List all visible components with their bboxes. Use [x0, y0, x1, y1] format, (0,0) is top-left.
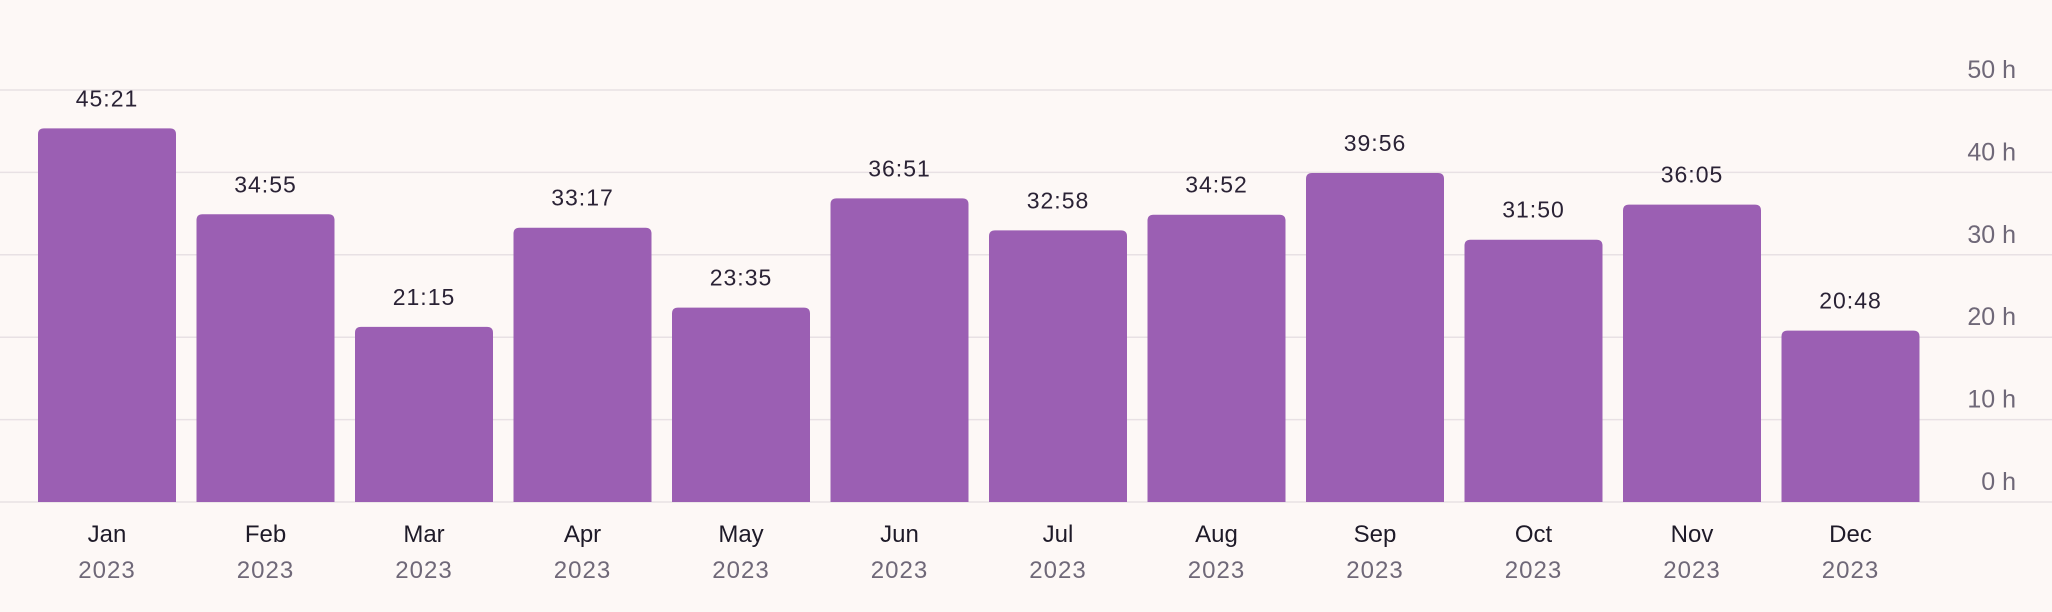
data-label: 31:50: [1502, 197, 1565, 223]
x-category-label: Apr: [564, 521, 601, 548]
bar-jan[interactable]: [38, 128, 176, 503]
y-tick-label: 10 h: [1967, 386, 2016, 414]
x-year-label: 2023: [1029, 557, 1086, 584]
x-year-label: 2023: [1346, 557, 1403, 584]
x-category-label: Aug: [1195, 521, 1238, 548]
x-category-label: Jan: [88, 521, 127, 548]
bar-may[interactable]: [672, 307, 810, 502]
data-label: 36:05: [1661, 162, 1724, 188]
y-tick-label: 50 h: [1967, 56, 2016, 84]
y-axis-ticks: 0 h 10 h 20 h 30 h 40 h 50 h: [1967, 56, 2016, 496]
x-category-label: Nov: [1671, 521, 1714, 548]
data-label: 39:56: [1344, 130, 1407, 156]
x-year-label: 2023: [554, 557, 611, 584]
x-year-label: 2023: [712, 557, 769, 584]
data-label: 32:58: [1027, 187, 1090, 213]
x-year-label: 2023: [237, 557, 294, 584]
data-label: 23:35: [710, 265, 773, 291]
x-category-label: Sep: [1354, 521, 1397, 548]
x-year-label: 2023: [1822, 557, 1879, 584]
data-label: 36:51: [868, 155, 931, 181]
x-category-label: Jul: [1043, 521, 1074, 548]
bar-oct[interactable]: [1464, 239, 1603, 502]
bar-jul[interactable]: [989, 230, 1127, 503]
y-tick-label: 40 h: [1967, 138, 2016, 166]
bar-feb[interactable]: [196, 214, 335, 503]
x-year-label: 2023: [1663, 557, 1720, 584]
x-year-label: 2023: [78, 557, 135, 584]
x-category-label: Dec: [1829, 521, 1872, 548]
bars: [38, 128, 1920, 503]
data-label: 20:48: [1819, 288, 1882, 314]
bar-apr[interactable]: [513, 227, 652, 502]
labels: 45:21 Jan 2023 34:55 Feb 2023 21:15 Mar 2023 33:1…: [76, 85, 1882, 584]
bar-sep[interactable]: [1306, 172, 1444, 502]
x-category-label: Mar: [403, 521, 444, 548]
bar-mar[interactable]: [355, 326, 493, 502]
x-category-label: Oct: [1515, 521, 1553, 548]
x-category-label: Feb: [245, 521, 286, 548]
y-tick-label: 0 h: [1981, 468, 2016, 496]
data-label: 21:15: [393, 284, 456, 310]
y-tick-label: 20 h: [1967, 303, 2016, 331]
data-label: 33:17: [551, 185, 614, 211]
x-year-label: 2023: [1505, 557, 1562, 584]
x-category-label: Jun: [880, 521, 919, 548]
x-category-label: May: [718, 521, 763, 548]
bar-jun[interactable]: [830, 198, 969, 502]
y-tick-label: 30 h: [1967, 221, 2016, 249]
x-year-label: 2023: [395, 557, 452, 584]
bar-aug[interactable]: [1147, 214, 1286, 502]
bar-nov[interactable]: [1623, 204, 1761, 502]
data-label: 34:52: [1185, 172, 1248, 198]
data-label: 45:21: [76, 85, 139, 111]
x-year-label: 2023: [1188, 557, 1245, 584]
bar-dec[interactable]: [1781, 330, 1920, 502]
data-label: 34:55: [234, 171, 297, 197]
x-year-label: 2023: [871, 557, 928, 584]
